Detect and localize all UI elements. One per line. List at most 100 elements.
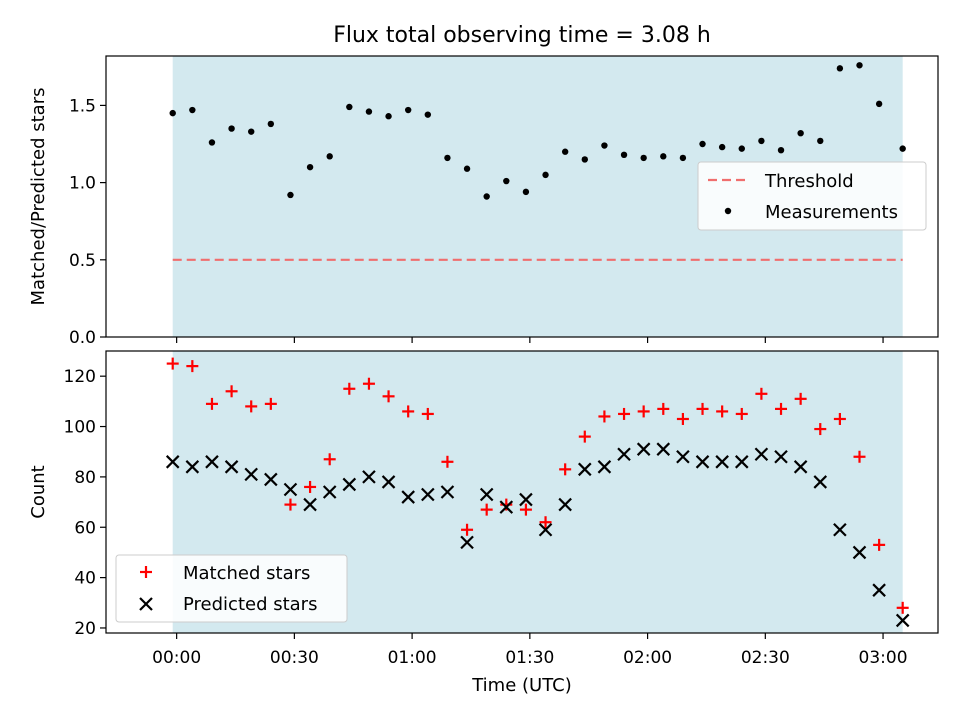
- predicted-star-point: [283, 482, 298, 497]
- predicted-star-point: [460, 535, 474, 550]
- predicted-star-point: [205, 455, 219, 469]
- y-axis-label: Matched/Predicted stars: [28, 88, 49, 306]
- predicted-star-point: [852, 545, 867, 560]
- measurement-point: [326, 153, 333, 160]
- y-tick-label: 0.0: [69, 328, 96, 348]
- legend-matched-label: Matched stars: [183, 563, 310, 584]
- predicted-star-point: [224, 460, 239, 474]
- predicted-star-point: [342, 477, 357, 492]
- matched-star-point: [343, 382, 356, 395]
- measurement-point: [404, 106, 412, 114]
- predicted-star-point: [617, 447, 631, 462]
- matched-star-point: [441, 455, 454, 468]
- matched-star-point: [696, 402, 709, 415]
- matched-star-point: [853, 450, 866, 463]
- measurement-point: [856, 62, 863, 69]
- predicted-star-point: [895, 613, 910, 628]
- measurement-point: [640, 154, 647, 162]
- matched-star-point: [755, 387, 768, 400]
- matched-star-point: [814, 423, 827, 436]
- legend-x-marker: [139, 597, 153, 611]
- matched-star-point: [618, 407, 631, 420]
- x-tick-label: 02:00: [623, 648, 672, 668]
- predicted-star-point: [676, 449, 690, 464]
- measurement-point: [899, 145, 906, 152]
- x-axis-ticks: 00:00 00:30 01:00 01:30 02:00 02:30 03:00: [152, 633, 908, 668]
- matched-star-point: [775, 402, 788, 415]
- legend-matched-swatch: [140, 566, 152, 578]
- y-axis-ticks: 20 40 60 80 100 120: [64, 367, 106, 639]
- matched-star-point: [323, 453, 336, 466]
- y-axis-label: Count: [28, 465, 49, 518]
- predicted-star-point: [656, 442, 671, 456]
- matched-star-point: [637, 405, 650, 418]
- matched-star-point: [873, 538, 886, 551]
- plot-frame: [105, 55, 939, 338]
- x-tick-label: 03:00: [859, 648, 908, 668]
- predicted-star-point: [754, 447, 769, 462]
- predicted-star-point: [872, 583, 886, 597]
- measurement-point: [483, 193, 490, 200]
- predicted-star-point: [833, 522, 847, 537]
- measurement-point: [561, 148, 569, 155]
- x-tick-label: 00:00: [152, 648, 201, 668]
- predicted-star-point: [499, 500, 514, 514]
- legend: Matched stars Predicted stars: [115, 554, 348, 623]
- measurement-point: [620, 151, 628, 159]
- measurement-point: [699, 140, 706, 148]
- matched-star-point: [578, 430, 591, 443]
- matched-star-point: [480, 503, 493, 516]
- matched-star-point: [896, 601, 909, 614]
- predicted-star-point: [401, 490, 415, 504]
- legend: Threshold Measurements: [697, 161, 927, 231]
- measurement-point: [797, 129, 804, 137]
- y-tick-label: 40: [74, 569, 96, 589]
- legend-measurement-swatch: [724, 207, 732, 215]
- measurement-point: [738, 145, 745, 152]
- measurement-point: [169, 109, 176, 117]
- predicted-star-point: [597, 460, 612, 474]
- predicted-star-point: [185, 460, 200, 474]
- matched-star-point: [205, 397, 218, 410]
- measurement-point: [601, 142, 608, 149]
- x-axis-label: Time (UTC): [471, 675, 572, 696]
- x-axis-ticks: [176, 337, 884, 343]
- matched-star-point: [362, 377, 375, 390]
- measurement-points: [169, 62, 906, 200]
- y-tick-label: 1.0: [69, 174, 96, 194]
- legend-predicted-swatch: [139, 597, 153, 611]
- predicted-star-point: [636, 442, 651, 456]
- measurement-point: [267, 120, 275, 128]
- matched-star-point: [735, 407, 748, 420]
- predicted-star-point: [715, 455, 729, 469]
- matched-star-point: [794, 392, 807, 405]
- measurement-point: [208, 139, 216, 146]
- matched-star-point: [304, 480, 317, 493]
- measurement-point: [306, 163, 314, 171]
- predicted-star-point: [440, 485, 455, 499]
- legend-plus-marker: [140, 566, 152, 578]
- predicted-star-point: [479, 487, 494, 502]
- predicted-star-point: [165, 455, 180, 469]
- measurement-point: [836, 65, 844, 72]
- y-axis-ticks: 0.0 0.5 1.0 1.5: [69, 96, 106, 348]
- ratio-panel: 0.0 0.5 1.0 1.5 Matched/Predicted stars Thr…: [28, 55, 939, 348]
- y-tick-label: 0.5: [69, 251, 96, 271]
- matched-star-point: [402, 405, 415, 418]
- matched-star-point: [382, 390, 395, 403]
- predicted-star-point: [793, 460, 808, 474]
- matched-star-point: [186, 360, 199, 373]
- measurement-point: [581, 156, 588, 163]
- matched-star-point: [284, 498, 297, 511]
- matched-star-point: [559, 463, 572, 476]
- plot-frame: [105, 350, 939, 634]
- matched-star-point: [245, 400, 258, 413]
- predicted-star-point: [734, 455, 749, 469]
- chart-title: Flux total observing time = 3.08 h: [333, 23, 711, 48]
- matched-star-point: [421, 407, 434, 420]
- y-tick-label: 120: [64, 367, 96, 387]
- legend-box: [115, 554, 348, 623]
- legend-box: [697, 161, 927, 231]
- matched-star-point: [519, 503, 532, 516]
